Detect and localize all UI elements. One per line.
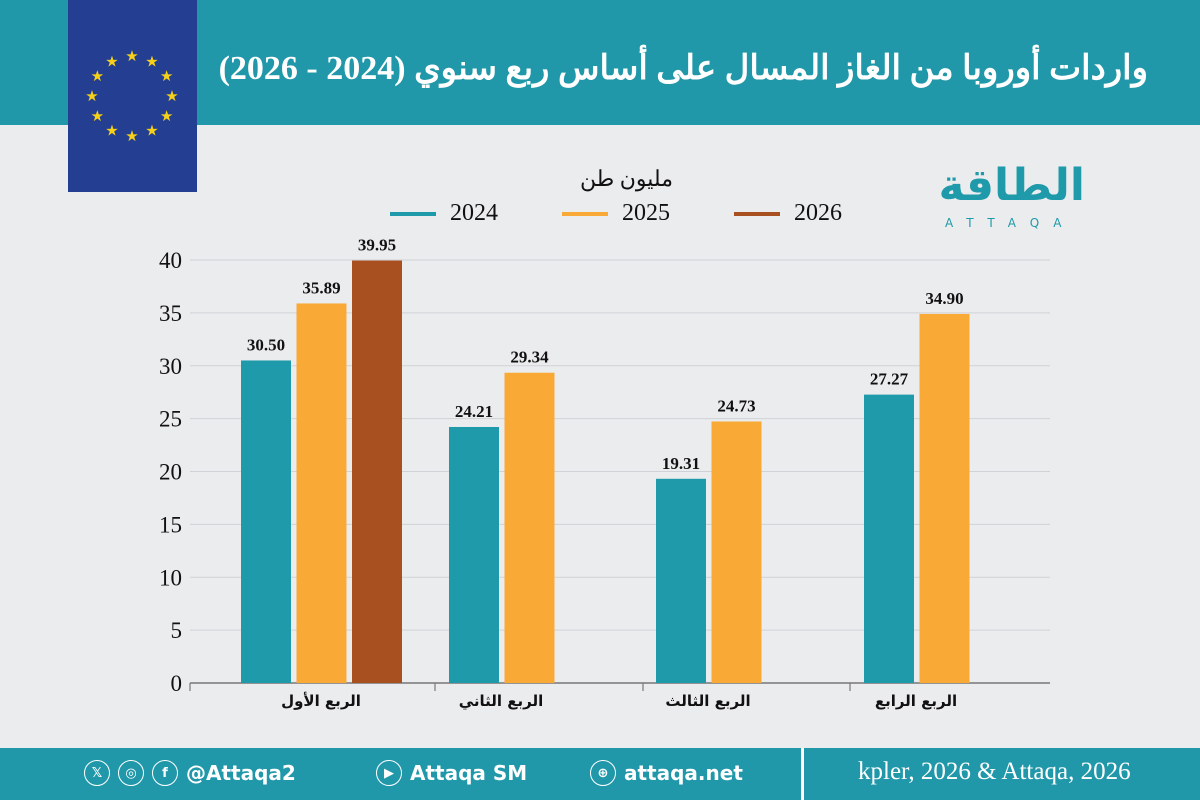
source-text: kpler, 2026 & Attaqa, 2026 xyxy=(858,758,1131,785)
footer: 𝕏 ◎ f @Attaqa2 ▶ Attaqa SM ⊕ attaqa.net … xyxy=(0,748,1200,800)
bar-2025 xyxy=(296,303,347,683)
category-label: الربع الثاني xyxy=(459,692,544,710)
youtube-link[interactable]: ▶ Attaqa SM xyxy=(376,760,527,786)
data-label: 27.27 xyxy=(870,370,909,389)
y-tick-label: 25 xyxy=(159,407,182,432)
website-link[interactable]: ⊕ attaqa.net xyxy=(590,760,743,786)
star-icon: ★ xyxy=(105,124,118,140)
handle-text: @Attaqa2 xyxy=(186,761,296,785)
data-label: 35.89 xyxy=(302,278,340,297)
legend: 2024 2025 2026 xyxy=(390,200,842,227)
instagram-icon[interactable]: ◎ xyxy=(118,760,144,786)
y-tick-label: 35 xyxy=(159,301,182,326)
data-label: 24.73 xyxy=(717,396,755,415)
website-text: attaqa.net xyxy=(624,761,743,785)
y-tick-label: 15 xyxy=(159,512,182,537)
category-label: الربع الأول xyxy=(281,692,361,710)
star-icon: ★ xyxy=(85,89,98,105)
bar-2024 xyxy=(656,478,706,683)
bar-2026 xyxy=(352,260,402,683)
bar-2024 xyxy=(864,394,914,683)
x-icon[interactable]: 𝕏 xyxy=(84,760,110,786)
bar-2025 xyxy=(711,421,762,683)
y-tick-label: 10 xyxy=(159,565,182,590)
bar-2024 xyxy=(449,426,499,683)
data-label: 19.31 xyxy=(662,454,700,473)
y-tick-label: 30 xyxy=(159,354,182,379)
legend-label: 2024 xyxy=(450,200,498,226)
y-tick-label: 0 xyxy=(171,671,183,696)
data-label: 34.90 xyxy=(925,289,963,308)
legend-label: 2026 xyxy=(794,200,842,226)
logo-latin: ATTAQA xyxy=(945,216,1076,230)
y-tick-label: 20 xyxy=(159,460,182,485)
data-label: 39.95 xyxy=(358,236,396,255)
bar-2025 xyxy=(919,313,970,683)
legend-item-2025: 2025 xyxy=(562,200,670,227)
chart-title: واردات أوروبا من الغاز المسال على أساس ر… xyxy=(218,50,1148,87)
legend-item-2026: 2026 xyxy=(734,200,842,227)
header-band: واردات أوروبا من الغاز المسال على أساس ر… xyxy=(0,0,1200,125)
attaqa-logo: الطاقة ATTAQA xyxy=(935,160,1145,240)
star-icon: ★ xyxy=(145,54,158,70)
eu-flag-icon: ★ ★ ★ ★ ★ ★ ★ ★ ★ ★ ★ ★ xyxy=(68,0,197,192)
legend-swatch xyxy=(390,211,436,216)
data-label: 30.50 xyxy=(247,335,285,354)
footer-divider xyxy=(801,748,804,800)
star-icon: ★ xyxy=(160,109,173,125)
star-icon: ★ xyxy=(125,49,138,65)
star-icon: ★ xyxy=(125,129,138,145)
category-label: الربع الثالث xyxy=(665,692,750,710)
legend-swatch xyxy=(562,211,608,216)
globe-icon: ⊕ xyxy=(590,760,616,786)
star-icon: ★ xyxy=(91,109,104,125)
logo-arabic: الطاقة xyxy=(938,160,1085,211)
bar-2024 xyxy=(241,360,291,683)
youtube-icon: ▶ xyxy=(376,760,402,786)
unit-label: مليون طن xyxy=(580,166,673,191)
star-icon: ★ xyxy=(105,54,118,70)
y-tick-label: 5 xyxy=(171,618,183,643)
legend-item-2024: 2024 xyxy=(390,200,498,227)
category-label: الربع الرابع xyxy=(875,692,957,710)
star-icon: ★ xyxy=(160,69,173,85)
data-label: 24.21 xyxy=(455,402,493,421)
star-icon: ★ xyxy=(91,69,104,85)
legend-swatch xyxy=(734,211,780,216)
y-tick-label: 40 xyxy=(159,248,182,273)
legend-label: 2025 xyxy=(622,200,670,226)
facebook-icon[interactable]: f xyxy=(152,760,178,786)
bar-2025 xyxy=(504,372,555,683)
data-label: 29.34 xyxy=(510,348,549,367)
social-handle[interactable]: 𝕏 ◎ f @Attaqa2 xyxy=(84,760,296,786)
star-icon: ★ xyxy=(145,124,158,140)
star-icon: ★ xyxy=(165,89,178,105)
youtube-text: Attaqa SM xyxy=(410,761,528,785)
